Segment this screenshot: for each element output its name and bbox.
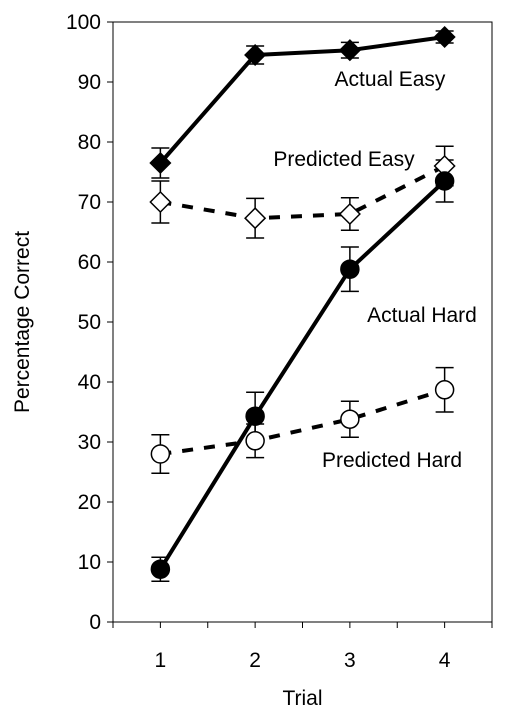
x-axis-title: Trial [282, 687, 322, 710]
predicted-easy-point [149, 190, 172, 214]
y-tick-label: 90 [78, 71, 101, 94]
actual-easy-line [158, 35, 445, 165]
predicted-hard-line [160, 387, 446, 456]
actual-easy-point [244, 43, 267, 67]
actual-hard-point [434, 171, 455, 191]
y-tick-label: 60 [78, 251, 101, 274]
y-tick-label: 40 [78, 371, 101, 394]
actual-easy-point [338, 39, 361, 62]
predicted-easy-point [338, 202, 361, 226]
predicted-hard-point [150, 444, 171, 464]
actual-hard-point [340, 259, 360, 279]
actual-hard-point [150, 559, 171, 579]
x-tick-label: 4 [439, 649, 451, 672]
actual-hard-line [158, 179, 446, 571]
x-tick-label: 3 [344, 649, 356, 672]
predicted-hard-point [245, 431, 265, 451]
y-tick-label: 0 [89, 611, 101, 634]
series-labels: Actual Easy Predicted Easy Actual Hard Pred… [273, 68, 476, 472]
x-tick-label: 2 [249, 649, 261, 672]
y-tick-label: 10 [78, 551, 101, 574]
actual-easy-point [149, 151, 172, 175]
y-tick-label: 20 [78, 491, 101, 514]
y-tick-label: 70 [78, 191, 101, 214]
actual-easy-label: Actual Easy [335, 68, 446, 91]
y-tick-label: 100 [66, 11, 101, 34]
actual-easy-point [433, 25, 456, 49]
series-layer [149, 25, 456, 582]
y-axis-title: Percentage Correct [11, 231, 34, 413]
predicted-hard-point [340, 409, 360, 429]
x-tick-label: 1 [155, 649, 167, 672]
y-tick-label: 30 [78, 431, 101, 454]
predicted-easy-point [244, 207, 267, 230]
actual-hard-point [245, 406, 265, 426]
predicted-hard-point [434, 380, 455, 400]
predicted-easy-label: Predicted Easy [273, 148, 415, 171]
actual-hard-label: Actual Hard [367, 304, 477, 327]
predicted-hard-label: Predicted Hard [322, 449, 462, 472]
y-tick-label: 80 [78, 131, 101, 154]
tick-group: 0 10 20 30 40 50 60 70 80 90 100 1 2 3 4 [66, 11, 493, 672]
y-tick-label: 50 [78, 311, 101, 334]
predicted-easy-line [160, 164, 446, 221]
